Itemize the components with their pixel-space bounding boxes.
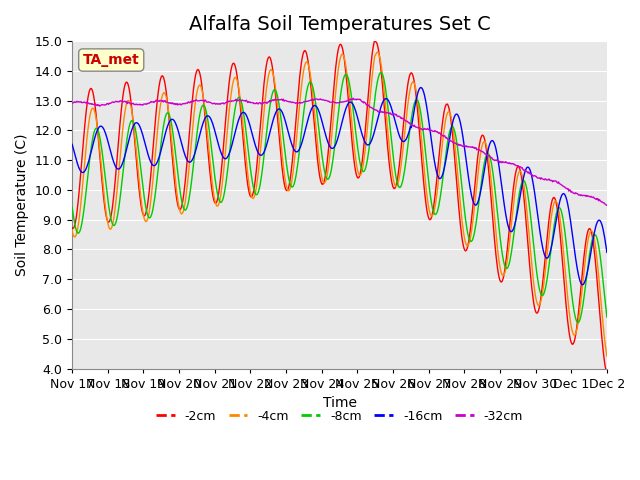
Text: TA_met: TA_met xyxy=(83,53,140,67)
Legend: -2cm, -4cm, -8cm, -16cm, -32cm: -2cm, -4cm, -8cm, -16cm, -32cm xyxy=(151,405,528,428)
Y-axis label: Soil Temperature (C): Soil Temperature (C) xyxy=(15,133,29,276)
Title: Alfalfa Soil Temperatures Set C: Alfalfa Soil Temperatures Set C xyxy=(189,15,490,34)
X-axis label: Time: Time xyxy=(323,396,356,410)
